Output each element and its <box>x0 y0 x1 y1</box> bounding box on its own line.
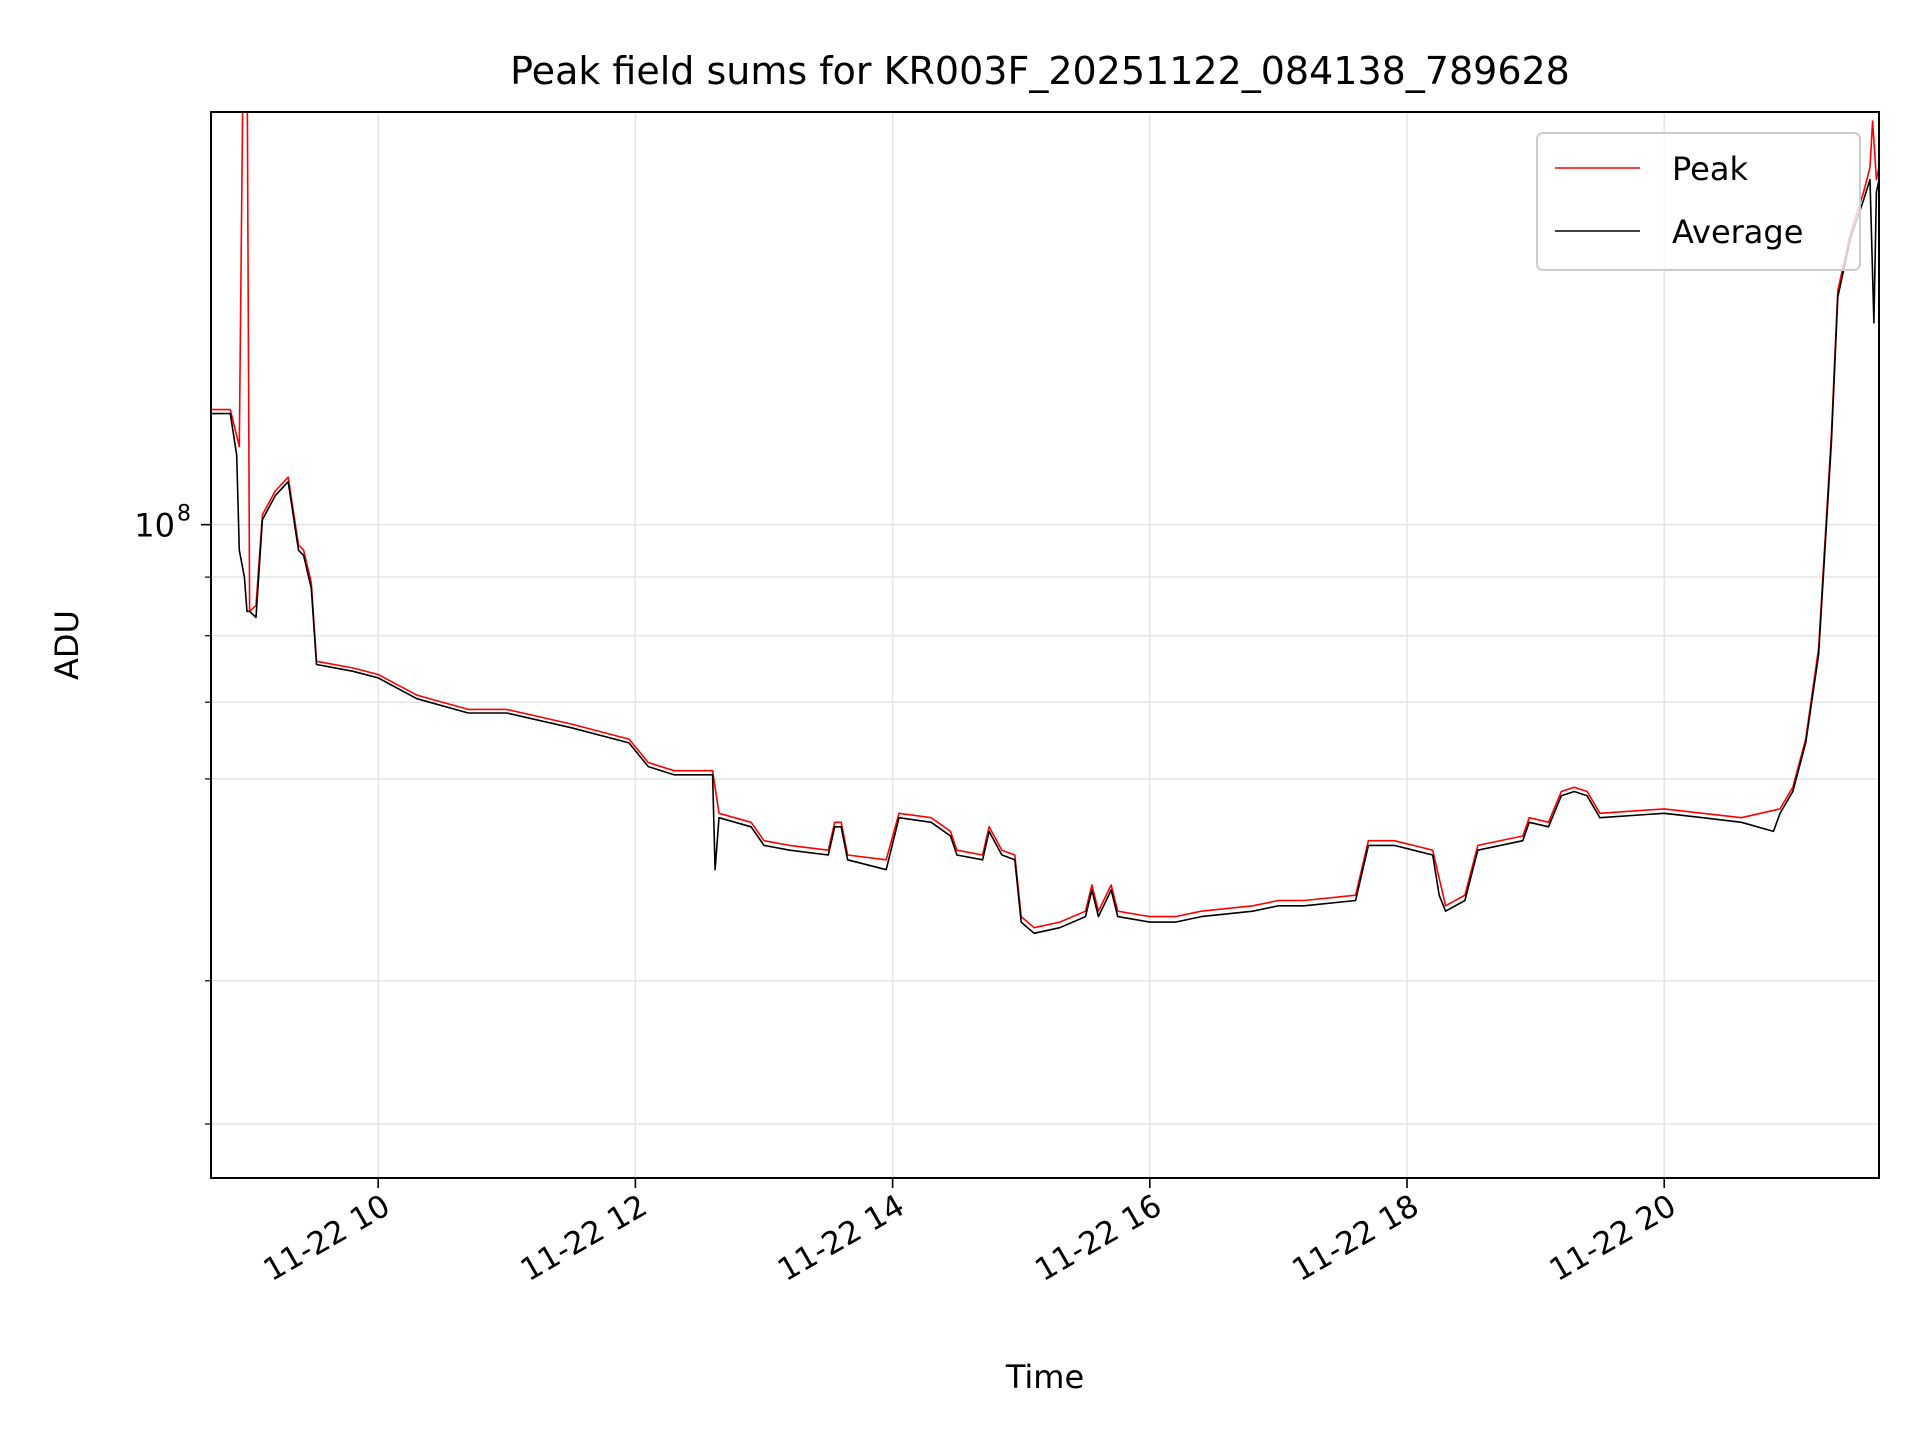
y-tick-label-exponent: 8 <box>177 502 191 527</box>
series-line-peak <box>211 112 1879 929</box>
chart-title: Peak field sums for KR003F_20251122_0841… <box>510 49 1570 93</box>
y-tick-label: 10 <box>134 507 175 545</box>
legend: Peak Average <box>1536 132 1861 271</box>
series-lines <box>211 112 1879 935</box>
y-axis-label: ADU <box>48 610 86 680</box>
y-axis-ticks: 10 8 <box>134 502 211 1125</box>
legend-label-average: Average <box>1672 213 1803 251</box>
plot-frame <box>210 111 1880 1179</box>
x-axis-label: Time <box>1005 1358 1084 1396</box>
legend-label-peak: Peak <box>1672 150 1748 188</box>
series-line-average <box>211 178 1879 935</box>
grid-lines <box>211 112 1879 1178</box>
